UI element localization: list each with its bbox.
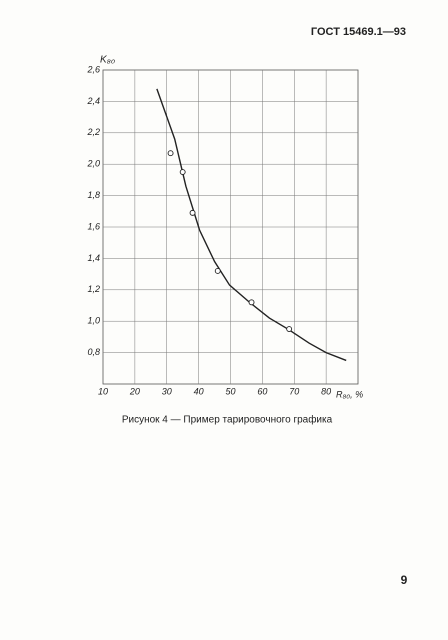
data-point (214, 268, 221, 274)
header-title: ГОСТ 15469.1—93 (311, 26, 406, 38)
x-tick-label: 20 (129, 386, 140, 396)
data-point (167, 150, 174, 157)
y-tick-label: 1,8 (87, 190, 100, 200)
x-tick-label: 70 (289, 386, 299, 396)
x-tick-label: 40 (194, 386, 204, 396)
x-tick-label: 60 (257, 386, 267, 396)
y-tick-label: 2,2 (86, 127, 100, 137)
data-point (286, 326, 293, 332)
y-tick-label: 2,0 (86, 159, 100, 169)
y-tick-label: 1,0 (87, 316, 100, 326)
y-tick-label: 2,4 (86, 96, 100, 106)
y-tick-label: 1,6 (87, 221, 100, 231)
x-tick-label: 10 (98, 386, 108, 396)
y-axis-label: K₈₀ (100, 55, 115, 66)
y-tick-label: 1,4 (87, 253, 100, 263)
caption: Рисунок 4 — Пример тарировочного графика (122, 414, 333, 426)
page-number: 9 (401, 573, 408, 587)
y-tick-label: 2,6 (86, 64, 100, 74)
data-point (189, 209, 196, 216)
x-tick-label: 30 (162, 386, 172, 396)
y-tick-label: 1,2 (87, 284, 100, 294)
y-tick-label: 0,8 (87, 347, 100, 357)
data-point (248, 299, 255, 306)
x-tick-label: 80 (321, 386, 331, 396)
fitted-curve (156, 88, 347, 362)
x-axis-label: R₈₀, % (336, 389, 363, 399)
x-tick-label: 50 (225, 386, 235, 396)
data-point (179, 169, 186, 176)
